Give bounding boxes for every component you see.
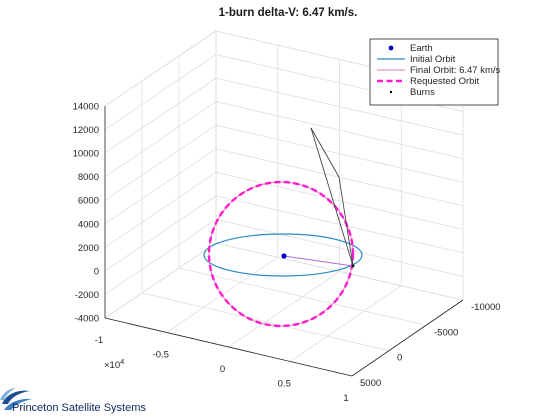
axes: [104, 106, 464, 377]
logo-swoosh-icon: [0, 388, 32, 410]
grid-z-left-6: [104, 101, 217, 177]
grid-z-left-1: [104, 219, 217, 295]
legend-requested-orbit-label: Requested Orbit: [410, 76, 480, 87]
legend-item-final-orbit: Final Orbit: 6.47 km/s: [377, 65, 501, 76]
y-tick-label: -5000: [434, 327, 458, 338]
x-axis-line: [104, 317, 353, 377]
z-tick-label: 0: [94, 266, 99, 277]
legend-burns-marker: [389, 90, 393, 94]
x-tick-label: -1: [95, 335, 103, 346]
z-tick-label: 14000: [73, 102, 99, 113]
z-tick-label: 10000: [73, 149, 99, 160]
z-tick-label: 4000: [78, 219, 99, 230]
x-tick-label: 0.5: [278, 379, 291, 390]
y-tick-label: -10000: [471, 302, 501, 313]
z-axis-ticks: -4000 -2000 0 2000 4000 6000 8000 10000 12000 140…: [73, 102, 99, 325]
legend-item-burns: Burns: [389, 87, 435, 98]
legend: Earth Initial Orbit Final Orbit: 6.47 km…: [369, 38, 501, 106]
grid-z-left-3: [104, 172, 217, 248]
grid-y-floor-0: [215, 242, 464, 301]
grid-z-left-2: [104, 195, 217, 272]
burn-vector-1: [310, 127, 354, 267]
z-tick-label: -2000: [75, 290, 99, 301]
company-logo: Princeton Satellite Systems: [0, 388, 146, 414]
grid-x-floor-3: [290, 285, 402, 362]
z-tick-label: -4000: [75, 314, 99, 325]
x-tick-label: 1: [343, 393, 348, 404]
x-axis-multiplier-exponent: 4: [120, 357, 124, 366]
z-tick-label: 2000: [78, 243, 99, 254]
grid-y-floor-2: [141, 292, 390, 352]
legend-item-earth: Earth: [388, 43, 433, 54]
company-name: Princeton Satellite Systems: [12, 402, 146, 414]
burn-marker: [351, 264, 355, 268]
burn-vector-3: [338, 176, 354, 267]
transfer-segment: [283, 255, 354, 267]
z-tick-label: 6000: [78, 196, 99, 207]
legend-item-initial-orbit: Initial Orbit: [377, 54, 456, 65]
earth-marker: [281, 253, 287, 259]
grid-z-left-5: [104, 124, 217, 201]
y-axis-ticks: -10000 -5000 0 5000: [360, 302, 501, 389]
y-tick-label: 0: [397, 353, 402, 364]
box-top-left-edge: [104, 30, 217, 107]
legend-burns-label: Burns: [410, 87, 435, 98]
legend-earth-label: Earth: [410, 43, 433, 54]
grid-z-left-7: [104, 77, 217, 154]
z-tick-label: 12000: [73, 125, 99, 136]
initial-orbit-line: [203, 233, 363, 277]
legend-earth-marker: [388, 45, 394, 51]
requested-orbit-line: [207, 180, 355, 328]
grid-x-floor-0: [104, 242, 217, 319]
y-tick-label: 5000: [360, 378, 381, 389]
chart-title: 1-burn delta-V: 6.47 km/s.: [219, 7, 358, 19]
grid-y-floor-1: [178, 267, 427, 326]
y-axis-line: [351, 299, 464, 377]
legend-item-requested-orbit: Requested Orbit: [377, 76, 480, 87]
burn-vector-2: [310, 127, 340, 178]
grid-x-floor-2: [228, 271, 340, 348]
legend-final-orbit-label: Final Orbit: 6.47 km/s: [410, 65, 501, 76]
x-axis-ticks: -1 -0.5 0 0.5 1: [95, 335, 349, 404]
z-tick-label: 8000: [78, 172, 99, 183]
grid-z-left-4: [104, 148, 217, 225]
legend-initial-orbit-label: Initial Orbit: [410, 54, 456, 65]
x-tick-label: -0.5: [153, 350, 169, 361]
x-axis-multiplier: ×104: [104, 357, 124, 371]
grid-z-left-8: [104, 54, 217, 130]
plot-data: [203, 127, 363, 328]
x-tick-label: 0: [220, 364, 225, 375]
